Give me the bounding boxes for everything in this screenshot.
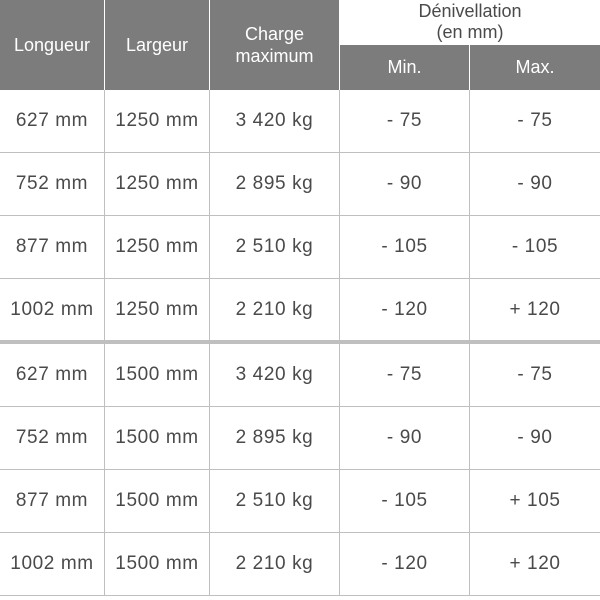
col-header-charge: Charge maximum [210,0,340,90]
cell-charge: 2 895 kg [210,153,340,215]
cell-max: - 90 [470,407,600,469]
col-header-denivellation-sub: Min. Max. [340,45,600,90]
col-header-longueur: Longueur [0,0,105,90]
cell-max: - 75 [470,90,600,152]
cell-max: + 120 [470,533,600,595]
table-row: 877 mm1500 mm2 510 kg- 105+ 105 [0,470,600,533]
cell-longueur: 1002 mm [0,279,105,340]
col-subheader-max: Max. [470,45,600,90]
cell-longueur: 1002 mm [0,533,105,595]
col-header-largeur-label: Largeur [126,34,188,57]
col-header-charge-label: Charge maximum [235,23,313,68]
cell-min: - 120 [340,533,470,595]
cell-longueur: 752 mm [0,407,105,469]
cell-longueur: 627 mm [0,344,105,406]
cell-charge: 2 210 kg [210,533,340,595]
cell-min: - 75 [340,344,470,406]
cell-min: - 90 [340,407,470,469]
cell-longueur: 877 mm [0,470,105,532]
col-header-largeur: Largeur [105,0,210,90]
cell-min: - 120 [340,279,470,340]
cell-min: - 105 [340,216,470,278]
cell-min: - 75 [340,90,470,152]
cell-largeur: 1250 mm [105,153,210,215]
col-header-denivellation-label: Dénivellation (en mm) [340,0,600,45]
cell-largeur: 1500 mm [105,470,210,532]
cell-max: + 105 [470,470,600,532]
cell-largeur: 1250 mm [105,90,210,152]
table-row: 1002 mm1250 mm2 210 kg- 120+ 120 [0,279,600,344]
cell-longueur: 627 mm [0,90,105,152]
cell-charge: 2 510 kg [210,470,340,532]
cell-charge: 3 420 kg [210,90,340,152]
col-subheader-min: Min. [340,45,470,90]
table-row: 877 mm1250 mm2 510 kg- 105- 105 [0,216,600,279]
table-row: 1002 mm1500 mm2 210 kg- 120+ 120 [0,533,600,596]
cell-largeur: 1500 mm [105,407,210,469]
cell-max: + 120 [470,279,600,340]
cell-max: - 105 [470,216,600,278]
cell-longueur: 877 mm [0,216,105,278]
cell-min: - 105 [340,470,470,532]
col-header-longueur-label: Longueur [14,34,90,57]
cell-charge: 3 420 kg [210,344,340,406]
table-header: Longueur Largeur Charge maximum Dénivell… [0,0,600,90]
cell-longueur: 752 mm [0,153,105,215]
cell-charge: 2 210 kg [210,279,340,340]
table-row: 627 mm1500 mm3 420 kg- 75- 75 [0,344,600,407]
cell-largeur: 1500 mm [105,344,210,406]
table-body: 627 mm1250 mm3 420 kg- 75- 75752 mm1250 … [0,90,600,596]
cell-charge: 2 895 kg [210,407,340,469]
table-row: 627 mm1250 mm3 420 kg- 75- 75 [0,90,600,153]
cell-charge: 2 510 kg [210,216,340,278]
cell-min: - 90 [340,153,470,215]
cell-largeur: 1250 mm [105,216,210,278]
cell-largeur: 1250 mm [105,279,210,340]
cell-max: - 90 [470,153,600,215]
cell-largeur: 1500 mm [105,533,210,595]
table-row: 752 mm1500 mm2 895 kg- 90- 90 [0,407,600,470]
spec-table: Longueur Largeur Charge maximum Dénivell… [0,0,600,596]
table-row: 752 mm1250 mm2 895 kg- 90- 90 [0,153,600,216]
col-header-denivellation: Dénivellation (en mm) Min. Max. [340,0,600,90]
cell-max: - 75 [470,344,600,406]
